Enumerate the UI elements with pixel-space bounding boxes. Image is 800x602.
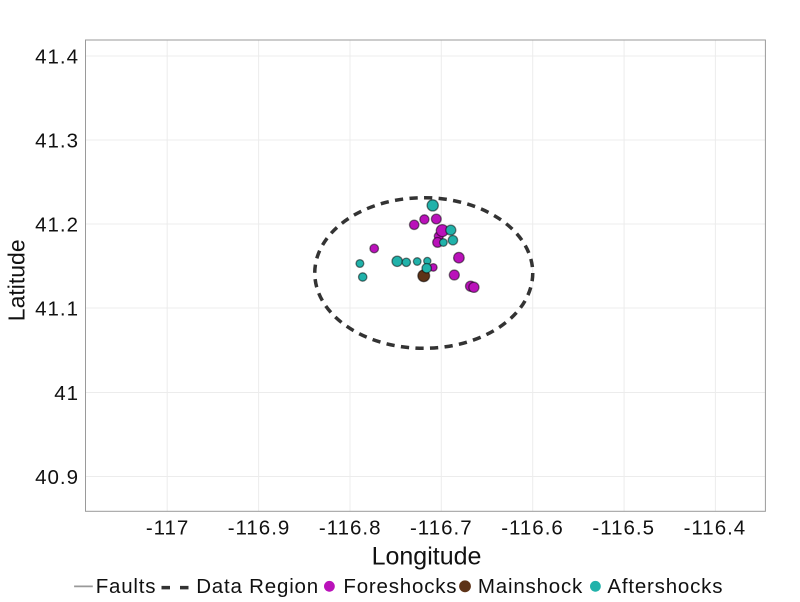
svg-text:41: 41 [54,382,79,405]
svg-text:-116.4: -116.4 [684,517,747,540]
svg-text:-116.7: -116.7 [410,517,473,540]
svg-text:-117: -117 [146,517,190,540]
svg-text:Faults: Faults [96,575,157,598]
svg-text:Mainshock: Mainshock [478,575,583,598]
svg-text:41.2: 41.2 [35,214,79,237]
svg-text:Foreshocks: Foreshocks [343,575,457,598]
svg-text:41.4: 41.4 [35,46,79,69]
svg-text:-116.5: -116.5 [592,517,655,540]
svg-text:Latitude: Latitude [4,239,30,321]
svg-text:41.3: 41.3 [35,130,79,153]
svg-text:-116.8: -116.8 [319,517,382,540]
svg-text:Data Region: Data Region [196,575,319,598]
svg-text:40.9: 40.9 [35,466,79,489]
svg-text:Aftershocks: Aftershocks [607,575,723,598]
svg-text:-116.6: -116.6 [501,517,564,540]
svg-text:Longitude: Longitude [372,543,482,571]
svg-text:41.1: 41.1 [35,298,79,321]
svg-text:-116.9: -116.9 [228,517,291,540]
